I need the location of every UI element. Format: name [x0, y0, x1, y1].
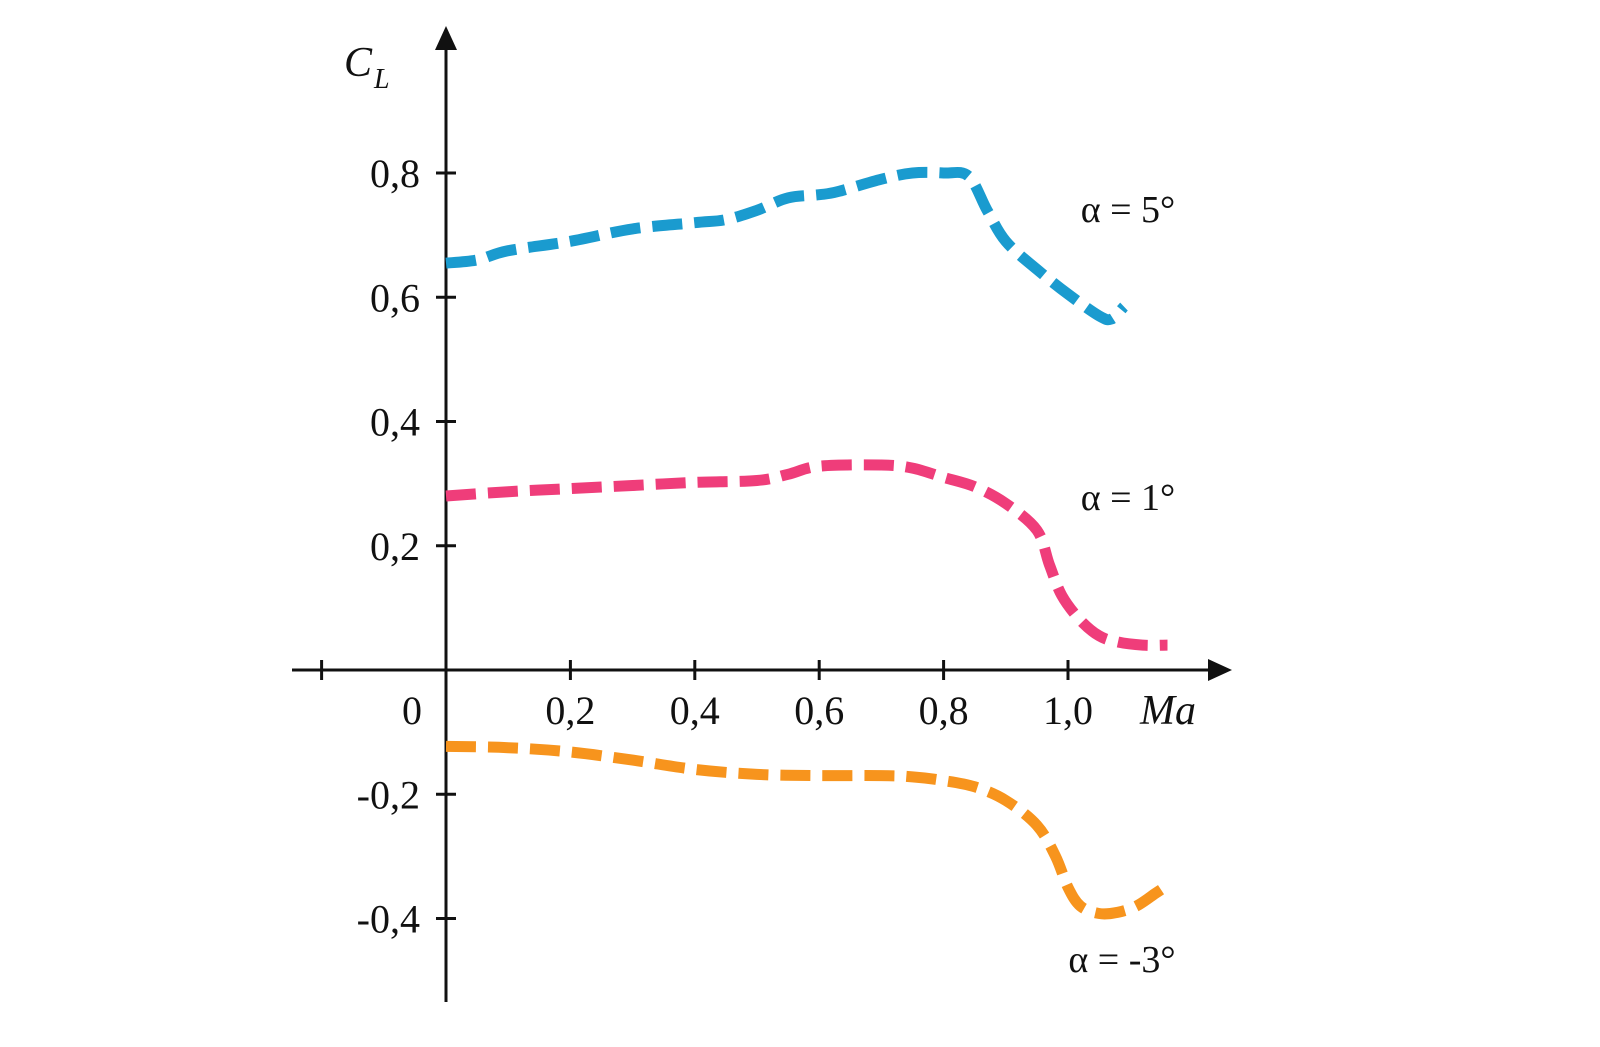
x-axis-title: Ma: [1139, 688, 1196, 734]
series-line-1: [445, 166, 1129, 326]
series-label-1: α = 5°: [1081, 189, 1176, 231]
x-tick-label: 0,8: [919, 688, 969, 733]
x-tick-label: 0,6: [794, 688, 844, 733]
x-tick-label: 0,2: [545, 688, 595, 733]
y-tick-label: 0,8: [370, 151, 420, 196]
y-tick-label: 0,4: [370, 400, 420, 445]
y-axis: 0,8 0,6 0,4 0,2 -0,2 -0,4 CL: [344, 26, 457, 1002]
series-label-2: α = 1°: [1081, 477, 1176, 519]
y-axis-title-main: C: [344, 40, 373, 86]
x-ticks: 0 0,2 0,4 0,6 0,8 1,0: [320, 660, 1093, 733]
series-layer: [445, 166, 1168, 920]
y-tick-label: 0,2: [370, 524, 420, 569]
x-axis: 0 0,2 0,4 0,6 0,8 1,0 Ma: [292, 659, 1232, 734]
series-labels: α = 5° α = 1° α = -3°: [1068, 189, 1175, 981]
x-tick-label: 0,4: [670, 688, 720, 733]
x-tick-label: 1,0: [1043, 688, 1093, 733]
series-label-3: α = -3°: [1068, 939, 1175, 981]
y-tick-label: -0,4: [357, 897, 420, 942]
y-axis-title: CL: [344, 40, 390, 95]
y-axis-title-subscript: L: [373, 64, 390, 95]
x-tick-label: 0: [402, 688, 422, 733]
x-axis-arrow: [1208, 659, 1232, 681]
y-axis-arrow: [435, 26, 457, 50]
series-line-2: [445, 459, 1168, 651]
y-tick-label: -0,2: [357, 772, 420, 817]
y-ticks: 0,8 0,6 0,4 0,2 -0,2 -0,4: [357, 151, 456, 942]
y-tick-label: 0,6: [370, 275, 420, 320]
series-line-3: [445, 740, 1168, 920]
